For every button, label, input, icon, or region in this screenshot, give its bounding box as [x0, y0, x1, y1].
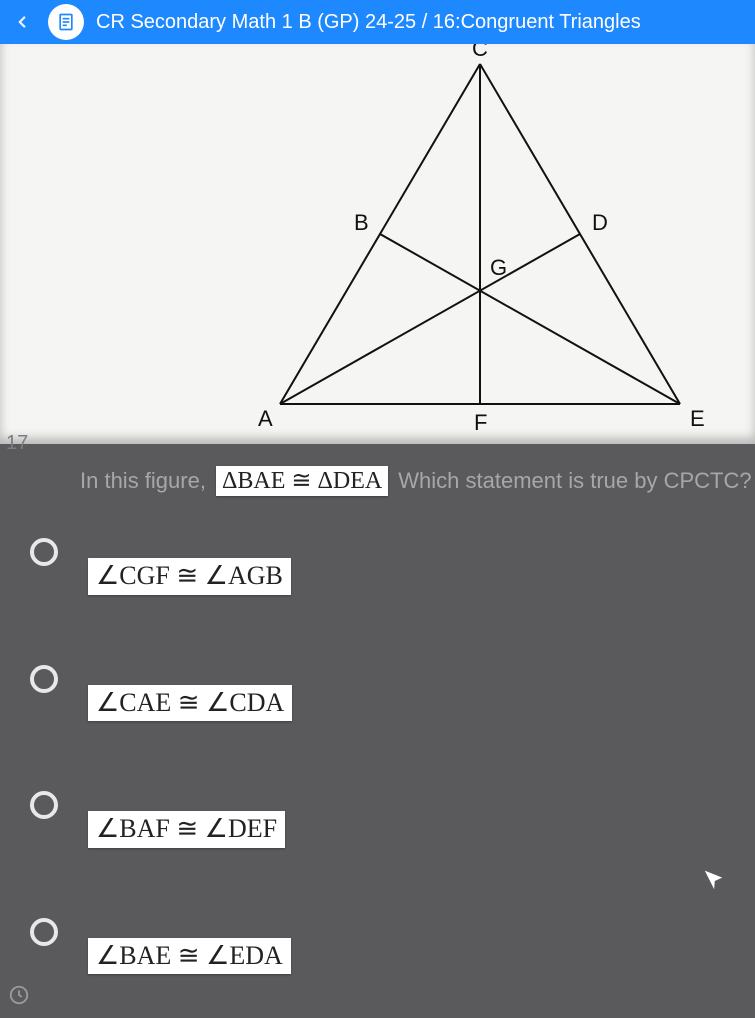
svg-text:E: E	[690, 406, 705, 431]
radio-opt1[interactable]	[30, 538, 58, 566]
option-chip-opt3: ∠BAF ≅ ∠DEF	[88, 811, 285, 848]
question-prefix: In this figure,	[80, 468, 206, 494]
radio-opt4[interactable]	[30, 918, 58, 946]
svg-text:C: C	[472, 44, 488, 61]
question-number: 17	[6, 432, 28, 455]
svg-text:F: F	[474, 410, 487, 435]
clock-icon	[8, 984, 30, 1012]
option-chip-opt2: ∠CAE ≅ ∠CDA	[88, 685, 292, 722]
option-chip-opt1: ∠CGF ≅ ∠AGB	[88, 558, 291, 595]
option-opt2[interactable]: ∠CAE ≅ ∠CDA	[30, 667, 292, 722]
option-opt4[interactable]: ∠BAE ≅ ∠EDA	[30, 920, 292, 975]
svg-text:G: G	[490, 255, 507, 280]
options-list: ∠CGF ≅ ∠AGB ∠CAE ≅ ∠CDA ∠BAF ≅ ∠DEF ∠BAE ≅ …	[30, 540, 292, 974]
svg-text:B: B	[354, 210, 369, 235]
option-opt1[interactable]: ∠CGF ≅ ∠AGB	[30, 540, 292, 595]
question-suffix: Which statement is true by CPCTC?	[398, 468, 751, 494]
radio-opt3[interactable]	[30, 791, 58, 819]
svg-text:A: A	[258, 406, 273, 431]
radio-opt2[interactable]	[30, 665, 58, 693]
app-root: CR Secondary Math 1 B (GP) 24-25 / 16:Co…	[0, 0, 755, 1018]
course-header: CR Secondary Math 1 B (GP) 24-25 / 16:Co…	[0, 0, 755, 44]
option-chip-opt4: ∠BAE ≅ ∠EDA	[88, 938, 291, 975]
document-icon[interactable]	[48, 4, 84, 40]
triangle-svg: A B C D E F G	[0, 44, 755, 444]
question-text: In this figure, ΔBAE ≅ ΔDEA Which statem…	[80, 466, 752, 496]
svg-text:D: D	[592, 210, 608, 235]
course-title: CR Secondary Math 1 B (GP) 24-25 / 16:Co…	[96, 11, 641, 34]
option-opt3[interactable]: ∠BAF ≅ ∠DEF	[30, 793, 292, 848]
triangle-figure: A B C D E F G	[0, 44, 755, 444]
back-icon[interactable]	[8, 8, 36, 36]
cursor-icon	[700, 865, 729, 900]
given-congruence-chip: ΔBAE ≅ ΔDEA	[216, 466, 388, 496]
